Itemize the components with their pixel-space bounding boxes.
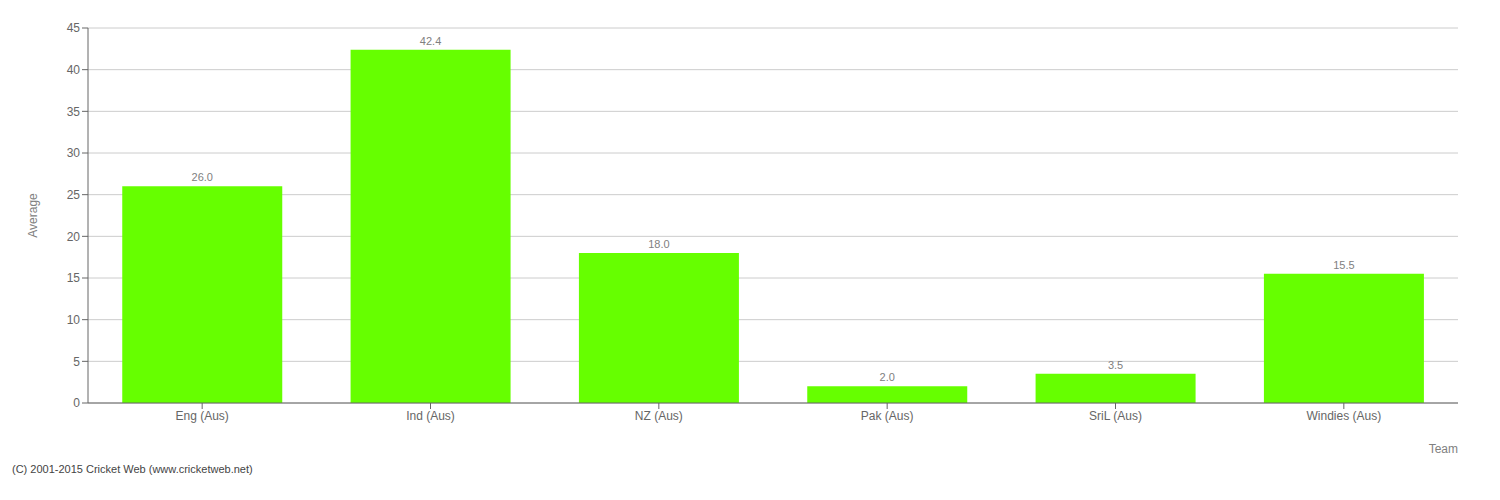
svg-text:42.4: 42.4 — [420, 35, 441, 47]
svg-text:Eng (Aus): Eng (Aus) — [175, 409, 228, 423]
svg-text:2.0: 2.0 — [880, 371, 895, 383]
svg-text:NZ (Aus): NZ (Aus) — [635, 409, 683, 423]
svg-text:40: 40 — [67, 63, 81, 77]
svg-text:10: 10 — [67, 313, 81, 327]
svg-text:30: 30 — [67, 146, 81, 160]
svg-text:Windies (Aus): Windies (Aus) — [1306, 409, 1381, 423]
svg-text:0: 0 — [73, 396, 80, 410]
svg-text:5: 5 — [73, 355, 80, 369]
svg-text:20: 20 — [67, 230, 81, 244]
svg-text:26.0: 26.0 — [192, 171, 213, 183]
svg-text:15.5: 15.5 — [1333, 259, 1354, 271]
svg-text:18.0: 18.0 — [648, 238, 669, 250]
svg-text:25: 25 — [67, 188, 81, 202]
svg-text:3.5: 3.5 — [1108, 359, 1123, 371]
svg-text:Ind (Aus): Ind (Aus) — [406, 409, 455, 423]
svg-text:Pak (Aus): Pak (Aus) — [861, 409, 914, 423]
svg-text:Team: Team — [1429, 442, 1458, 456]
svg-text:35: 35 — [67, 105, 81, 119]
svg-text:15: 15 — [67, 271, 81, 285]
svg-text:45: 45 — [67, 21, 81, 35]
html-text:(C) 2001-2015 Cricket Web (www: (C) 2001-2015 Cricket Web (www.cricketwe… — [12, 463, 253, 475]
svg-text:Average: Average — [26, 193, 40, 238]
svg-text:SriL (Aus): SriL (Aus) — [1089, 409, 1142, 423]
